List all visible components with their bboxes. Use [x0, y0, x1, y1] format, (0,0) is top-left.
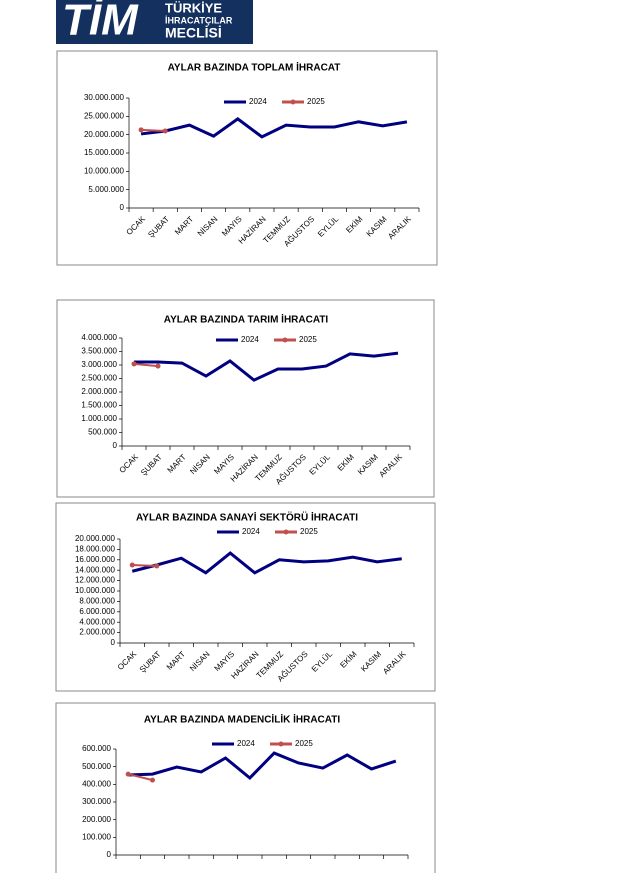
chart-frame [56, 299, 435, 498]
y-tick-label: 18.000.000 [75, 545, 116, 554]
y-tick-label: 200.000 [82, 815, 111, 824]
y-tick-label: 20.000.000 [75, 534, 116, 543]
series-line [140, 117, 408, 139]
series-line [131, 551, 402, 575]
legend-label: 2025 [295, 739, 313, 748]
legend-label: 2024 [249, 97, 267, 106]
legend-marker [283, 529, 289, 535]
point [138, 127, 144, 133]
logo-line: İHRACATÇILAR [165, 15, 233, 25]
y-tick-label: 2.000.000 [81, 387, 117, 396]
logo-background [56, 0, 253, 44]
legend-label: 2025 [300, 527, 318, 536]
y-tick-label: 3.500.000 [81, 347, 117, 356]
logo-mark: TİM [62, 0, 139, 45]
point [129, 562, 135, 568]
y-tick-label: 3.000.000 [81, 360, 117, 369]
legend-marker [278, 741, 284, 747]
legend-label: 2024 [242, 527, 260, 536]
y-tick-label: 5.000.000 [88, 185, 124, 194]
series-line [128, 751, 397, 781]
y-tick-label: 4.000.000 [81, 333, 117, 342]
chart-frame [55, 702, 436, 873]
legend-marker [282, 337, 288, 343]
y-tick-label: 30.000.000 [84, 93, 125, 102]
y-tick-label: 4.000.000 [79, 617, 115, 626]
logo-line: TÜRKİYE [165, 0, 222, 15]
legend-label: 2025 [307, 97, 325, 106]
series-line [132, 564, 157, 568]
point [154, 563, 160, 569]
series-line [127, 773, 153, 782]
y-tick-label: 14.000.000 [75, 565, 116, 574]
y-tick-label: 100.000 [82, 832, 111, 841]
chart-frame [55, 502, 436, 692]
y-tick-label: 2.000.000 [79, 628, 115, 637]
y-tick-label: 15.000.000 [84, 148, 125, 157]
y-tick-label: 300.000 [82, 797, 111, 806]
point [125, 771, 131, 777]
y-tick-label: 0 [107, 850, 112, 859]
y-tick-label: 2.500.000 [81, 374, 117, 383]
y-tick-label: 16.000.000 [75, 555, 116, 564]
series-line [134, 351, 399, 382]
y-tick-label: 600.000 [82, 744, 111, 753]
y-tick-label: 0 [120, 203, 125, 212]
legend-marker [290, 99, 296, 105]
chart-frame [56, 50, 438, 266]
y-tick-label: 500.000 [82, 762, 111, 771]
y-tick-label: 20.000.000 [84, 130, 125, 139]
point [150, 777, 155, 783]
y-tick-label: 0 [113, 441, 118, 450]
y-tick-label: 500.000 [88, 428, 117, 437]
y-tick-label: 8.000.000 [79, 597, 115, 606]
chart-title: AYLAR BAZINDA TOPLAM İHRACAT [168, 61, 341, 74]
chart-title: AYLAR BAZINDA SANAYİ SEKTÖRÜ İHRACATI [136, 511, 358, 524]
legend-label: 2024 [237, 739, 255, 748]
y-tick-label: 12.000.000 [75, 576, 116, 585]
chart-title: AYLAR BAZINDA MADENCİLİK İHRACATI [144, 713, 341, 726]
y-tick-label: 10.000.000 [75, 586, 116, 595]
legend-label: 2024 [241, 335, 259, 344]
series-line [141, 128, 166, 132]
point [155, 363, 161, 369]
point [131, 361, 137, 367]
y-tick-label: 10.000.000 [84, 166, 125, 175]
y-tick-label: 1.500.000 [81, 401, 117, 410]
chart-title: AYLAR BAZINDA TARIM İHRACATI [164, 313, 329, 326]
y-tick-label: 25.000.000 [84, 111, 125, 120]
point [162, 128, 168, 134]
y-tick-label: 1.000.000 [81, 414, 117, 423]
series-line [133, 362, 159, 368]
y-tick-label: 6.000.000 [79, 607, 115, 616]
y-tick-label: 400.000 [82, 779, 111, 788]
logo-line: MECLİSİ [165, 25, 222, 41]
y-tick-label: 0 [111, 638, 116, 647]
legend-label: 2025 [299, 335, 317, 344]
